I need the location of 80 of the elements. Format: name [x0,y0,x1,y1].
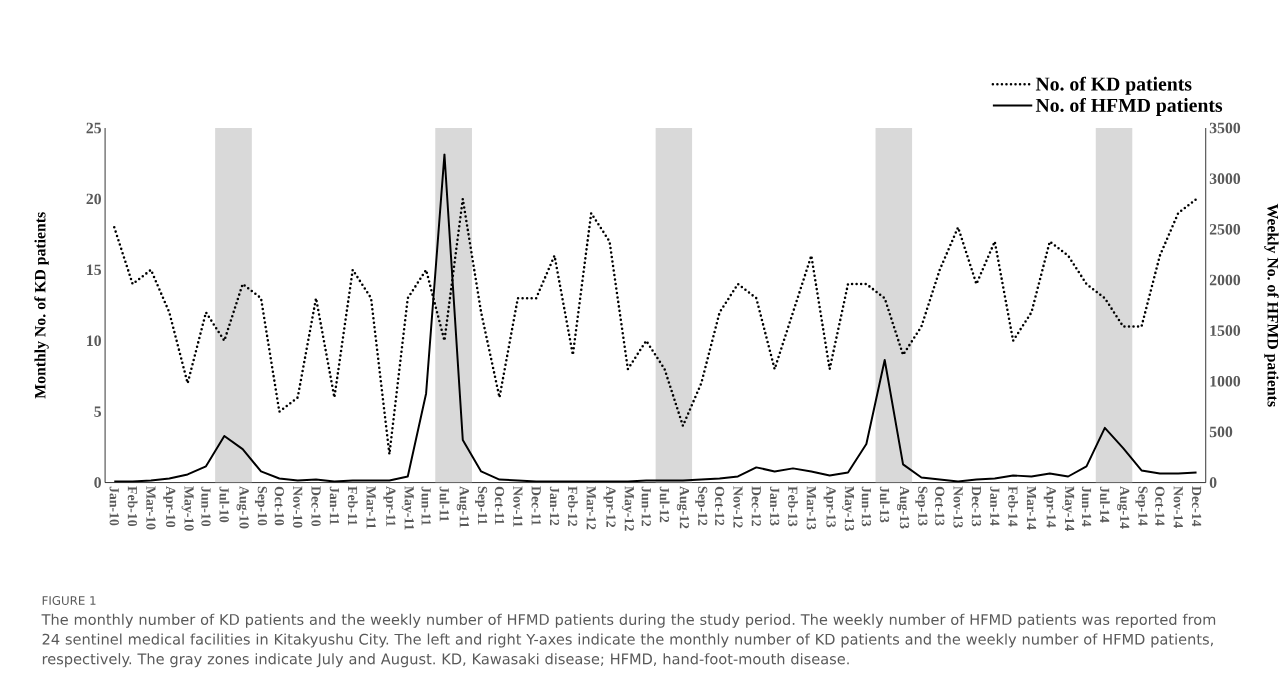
x-tick-label: Dec-11 [531,486,541,526]
x-tick-label: Jul-14 [1099,486,1110,523]
x-tick-label: Jun-10 [201,486,211,527]
x-tick-label: Jun-11 [421,486,431,526]
x-tick-label: Apr-11 [383,486,396,527]
x-tick-label: Jun-12 [641,486,651,527]
x-tick-label: Nov-14 [1173,486,1183,529]
x-tick-label: Feb-13 [788,486,798,527]
x-tick-label: Jul-11 [439,486,450,522]
x-tick-label: Nov-10 [293,486,303,528]
x-tick-label: Sep-13 [915,487,928,526]
y2-axis-title: Weekly No. of HFMD patients [1264,203,1279,407]
y-tick-label: 15 [87,264,102,276]
x-tick-label: Mar-10 [146,486,156,530]
y2-tick-label: 3000 [1209,173,1241,185]
x-tick-label: Oct-14 [1155,486,1165,526]
x-tick-label: May-10 [181,486,194,531]
x-tick-label: Oct-13 [935,486,945,526]
x-tick-label: Aug-11 [456,486,469,528]
y-tick-label: 0 [94,477,101,489]
x-tick-label: Mar-13 [806,486,816,530]
x-tick-label: Jan-11 [329,486,340,525]
x-tick-label: Apr-13 [823,486,836,528]
x-tick-label: Apr-10 [163,486,176,528]
legend-label: No. of HFMD patients [1035,98,1223,117]
x-tick-label: Nov-13 [953,486,963,528]
x-tick-label: May-14 [1062,486,1075,532]
x-tick-label: Apr-12 [603,486,616,528]
x-tick-label: Feb-14 [1008,486,1018,527]
x-tick-label: Sep-11 [475,487,488,525]
x-tick-label: Jul-12 [659,486,670,523]
x-tick-label: Oct-11 [494,486,505,525]
y-tick-label: 5 [94,406,102,418]
x-tick-label: Jan-12 [549,486,560,526]
y-tick-label: 10 [87,335,101,347]
x-tick-label: Jun-13 [861,486,871,527]
x-tick-label: Sep-14 [1135,487,1148,526]
x-tick-label: Oct-12 [714,486,725,526]
text: The monthly number of KD patients and the weekly number of HFMD patients during the study period. The weekly number of HFMD patients was reported from 24 sentinel medical facilities in Kitakyushu City. The left and right Y-axes indicate the monthly number of KD patients and the weekly number of HFMD patients, respectively. The gray zones indicate July and August. KD, Kawasaki disease; HFMD, hand-foot-mouth disease. [41,613,1216,668]
x-tick-label: Mar-14 [1026,486,1037,530]
y2-tick-label: 3500 [1209,122,1241,134]
x-tick-label: Feb-11 [347,486,358,526]
x-tick-label: Nov-12 [733,486,743,528]
x-tick-label: Nov-11 [513,486,523,527]
x-tick-label: Aug-13 [896,486,910,529]
x-tick-label: May-11 [401,486,414,530]
x-tick-label: Jan-14 [990,486,1000,526]
x-tick-label: Aug-12 [676,486,689,529]
x-tick-label: Feb-12 [568,486,578,527]
legend-label: No. of KD patients [1035,76,1192,95]
x-tick-label: Sep-10 [254,487,268,526]
y2-tick-label: 1000 [1210,376,1241,387]
x-tick-label: Aug-14 [1117,486,1130,529]
x-tick-label: Mar-11 [366,486,376,529]
x-tick-label: Sep-12 [695,487,708,526]
y-tick-label: 25 [86,122,102,134]
x-tick-label: Jul-13 [879,486,890,523]
x-tick-label: Jan-13 [770,486,780,526]
y2-tick-label: 500 [1209,426,1233,438]
x-tick-label: Jul-10 [219,486,230,523]
x-tick-label: Dec-10 [311,486,321,527]
y-tick-label: 20 [86,193,101,205]
x-tick-label: Aug-10 [236,486,249,529]
y2-tick-label: 2500 [1209,224,1241,235]
x-tick-label: Mar-12 [586,486,596,530]
x-tick-label: May-13 [841,486,855,531]
x-tick-label: Feb-10 [127,486,138,527]
x-tick-label: May-12 [621,486,634,531]
x-tick-label: Dec-14 [1191,486,1202,527]
x-tick-label: Apr-14 [1043,486,1056,528]
x-tick-label: Oct-10 [274,486,285,526]
y2-tick-label: 0 [1209,477,1217,489]
x-tick-label: Dec-13 [971,486,982,527]
caption: FIGURE 1 [42,596,96,606]
y2-tick-label: 1500 [1210,325,1241,337]
y2-tick-label: 2000 [1209,274,1241,286]
x-tick-label: Dec-12 [751,486,761,527]
y-axis-title: Monthly No. of KD patients [34,212,49,399]
x-tick-label: Jun-14 [1081,486,1092,527]
x-tick-label: Jan-10 [109,486,119,526]
